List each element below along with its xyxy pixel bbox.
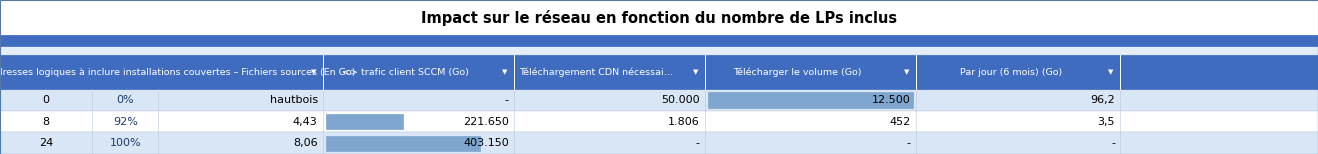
Bar <box>685 59 705 86</box>
Text: 50.000: 50.000 <box>662 95 700 105</box>
Text: Impact sur le réseau en fonction du nombre de LPs inclus: Impact sur le réseau en fonction du nomb… <box>420 10 898 26</box>
Text: 1.806: 1.806 <box>668 117 700 127</box>
Text: 96,2: 96,2 <box>1090 95 1115 105</box>
Bar <box>0 89 1318 111</box>
Text: 221.650: 221.650 <box>463 117 509 127</box>
Text: hautbois: hautbois <box>269 95 318 105</box>
Bar <box>326 136 480 151</box>
Bar <box>303 59 323 86</box>
Bar <box>326 114 403 129</box>
Text: -: - <box>505 95 509 105</box>
Bar <box>0 132 1318 154</box>
Text: 8: 8 <box>42 117 50 127</box>
Text: ▼: ▼ <box>502 69 507 75</box>
Bar <box>494 59 514 86</box>
Text: 100%: 100% <box>109 138 141 148</box>
Text: ▼: ▼ <box>311 69 316 75</box>
Text: Téléchargement CDN nécessai…: Téléchargement CDN nécessai… <box>519 68 673 77</box>
Text: ▼: ▼ <box>904 69 909 75</box>
Bar <box>0 55 1318 89</box>
Text: 403.150: 403.150 <box>463 138 509 148</box>
Text: 4,43: 4,43 <box>293 117 318 127</box>
Bar <box>0 111 1318 132</box>
Text: -: - <box>1111 138 1115 148</box>
Text: 452: 452 <box>890 117 911 127</box>
Text: ▼: ▼ <box>1108 69 1114 75</box>
Text: 0: 0 <box>42 95 50 105</box>
Bar <box>0 0 1318 35</box>
Text: Nombre d’adresses logiques à inclure installations couvertes – Fichiers sources : Nombre d’adresses logiques à inclure ins… <box>0 68 356 77</box>
Text: 3,5: 3,5 <box>1098 117 1115 127</box>
Bar <box>708 92 913 108</box>
Text: 24: 24 <box>40 138 53 148</box>
Text: 92%: 92% <box>113 117 137 127</box>
Text: ▼: ▼ <box>693 69 699 75</box>
Bar <box>0 35 1318 46</box>
Text: 8,06: 8,06 <box>293 138 318 148</box>
Text: Télécharger le volume (Go): Télécharger le volume (Go) <box>733 68 862 77</box>
Text: -: - <box>696 138 700 148</box>
Bar <box>0 46 1318 55</box>
Text: Par jour (6 mois) (Go): Par jour (6 mois) (Go) <box>961 68 1062 77</box>
Bar <box>1101 59 1120 86</box>
Text: 0%: 0% <box>116 95 134 105</box>
Text: <> trafic client SCCM (Go): <> trafic client SCCM (Go) <box>341 68 469 77</box>
Text: -: - <box>907 138 911 148</box>
Text: 12.500: 12.500 <box>873 95 911 105</box>
Bar <box>896 59 916 86</box>
